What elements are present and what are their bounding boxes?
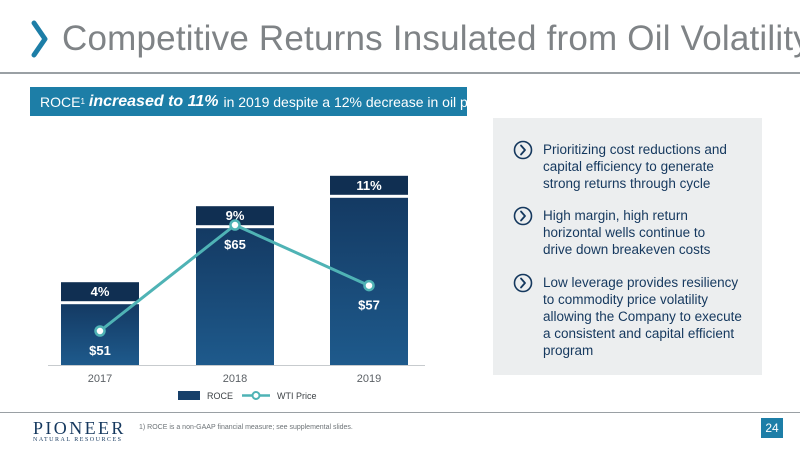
key-point-1: Prioritizing cost reductions and capital … xyxy=(513,140,753,192)
legend-wti-marker xyxy=(251,391,261,400)
banner-superscript: 1 xyxy=(80,97,85,106)
roce-data-label: 4% xyxy=(91,284,110,299)
logo-name: PIONEER xyxy=(33,418,126,438)
roce-bar xyxy=(196,228,274,365)
wti-data-label: $57 xyxy=(358,298,380,313)
roce-label-box xyxy=(330,175,408,195)
wti-point xyxy=(94,325,106,337)
wti-data-label: $65 xyxy=(224,237,246,252)
chevron-circle-icon xyxy=(513,206,533,226)
x-tick-label: 2017 xyxy=(88,373,112,385)
key-point-text: Low leverage provides resiliency to commo… xyxy=(543,275,742,358)
legend-roce-swatch xyxy=(178,391,200,400)
x-tick-label: 2019 xyxy=(357,373,381,385)
roce-label-box xyxy=(196,206,274,226)
key-point-3: Low leverage provides resiliency to commo… xyxy=(513,273,753,359)
banner-rest: in 2019 despite a 12% decrease in oil pr… xyxy=(223,93,491,110)
chevron-right-icon xyxy=(31,20,48,58)
key-point-text: Prioritizing cost reductions and capital … xyxy=(543,142,727,191)
logo-subtitle: NATURAL RESOURCES xyxy=(33,437,123,443)
roce-data-label: 9% xyxy=(226,208,245,223)
chevron-circle-icon xyxy=(513,273,533,293)
roce-data-label: 11% xyxy=(356,178,382,193)
chevron-circle-icon xyxy=(513,140,533,160)
footer-divider xyxy=(0,412,800,413)
footnote: 1) ROCE is a non-GAAP financial measure;… xyxy=(139,424,353,431)
company-logo: PIONEER NATURAL RESOURCES xyxy=(33,418,126,443)
page-title: Competitive Returns Insulated from Oil V… xyxy=(62,19,800,58)
page-number: 24 xyxy=(761,418,783,438)
legend-roce-label: ROCE xyxy=(207,391,233,401)
title-divider xyxy=(0,72,800,74)
key-points-panel: Prioritizing cost reductions and capital … xyxy=(493,118,762,375)
wti-point xyxy=(229,219,241,231)
wti-point xyxy=(363,279,375,292)
key-point-2: High margin, high return horizontal wells… xyxy=(513,206,753,258)
roce-label-box xyxy=(61,282,139,302)
x-tick-label: 2018 xyxy=(223,373,247,385)
wti-data-label: $51 xyxy=(89,343,111,358)
banner-prefix: ROCE xyxy=(40,93,81,110)
title-area: Competitive Returns Insulated from Oil V… xyxy=(30,14,800,64)
banner-highlight: increased to 11% xyxy=(88,92,219,110)
key-point-text: High margin, high return horizontal wells… xyxy=(543,208,711,257)
roce-wti-chart: 4% 9% 11% 2017 2018 2019 $51 $65 $57 ROCE WTI Pric… xyxy=(48,175,425,401)
summary-banner: ROCE 1 increased to 11% in 2019 despite a 1… xyxy=(30,87,490,116)
legend-wti-label: WTI Price xyxy=(277,391,317,401)
